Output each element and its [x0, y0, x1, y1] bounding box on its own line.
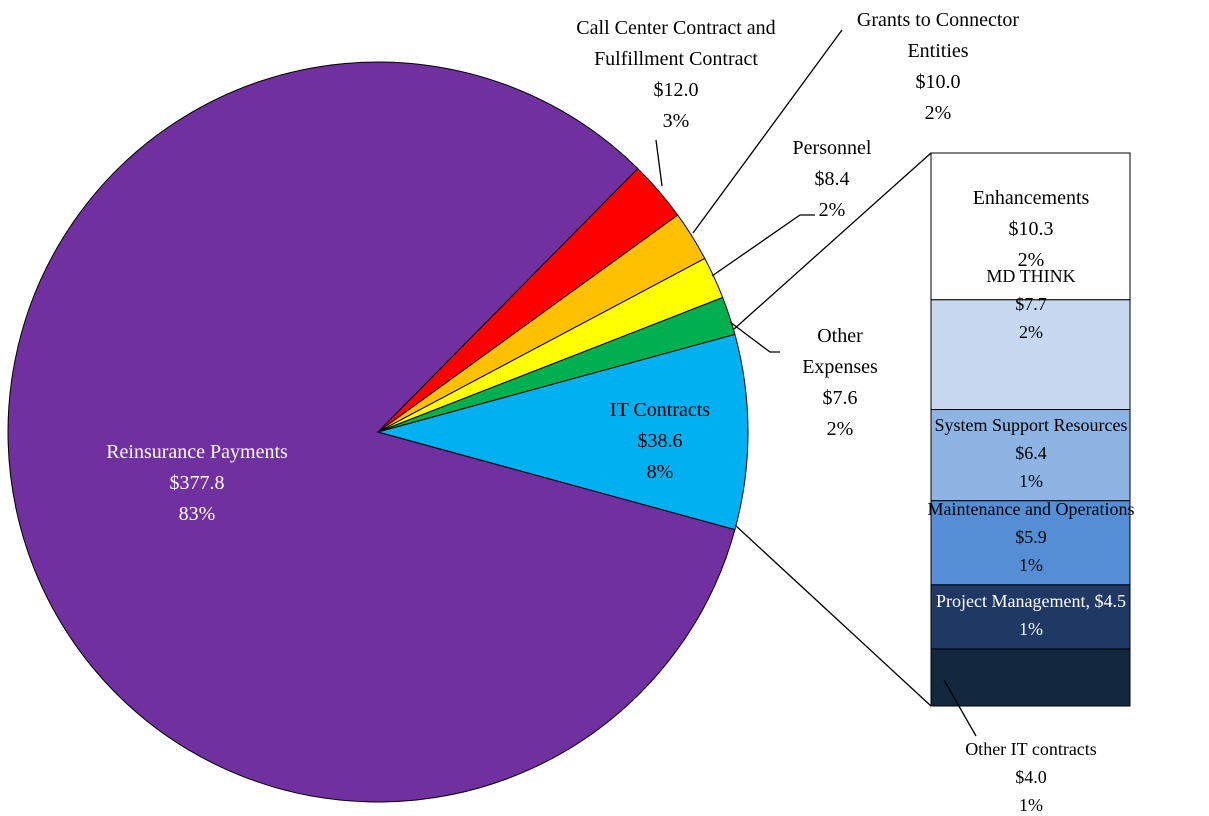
data-label: Other IT contracts $4.0 1%: [931, 735, 1131, 816]
pie: [7, 61, 749, 803]
value-label: $38.6: [637, 430, 683, 452]
category-label: Call Center Contract and Fulfillment Con…: [576, 17, 776, 70]
percent-label: 1%: [1019, 619, 1043, 639]
bar-segment: [930, 584, 1131, 650]
data-label: MD THINK $7.7 2%: [931, 262, 1131, 346]
data-label: Reinsurance Payments $377.8 83%: [37, 437, 357, 530]
pie-slice: [7, 61, 736, 803]
data-label: Maintenance and Operations $5.9 1%: [911, 495, 1151, 579]
category-label: Project Management,: [936, 591, 1090, 611]
percent-label: 2%: [924, 102, 952, 124]
category-label: System Support Resources: [934, 415, 1128, 435]
bar-segment: [930, 500, 1131, 586]
value-label: $8.4: [814, 168, 850, 190]
value-label: $5.9: [1015, 527, 1047, 547]
value-label: $10.0: [915, 71, 961, 93]
percent-label: 2%: [1019, 322, 1043, 342]
bar-segment: [930, 152, 1131, 301]
category-label: Enhancements: [972, 187, 1090, 209]
value-label: $12.0: [653, 79, 699, 101]
percent-label: 2%: [818, 199, 846, 221]
percent-label: 8%: [646, 461, 674, 483]
data-label: Call Center Contract and Fulfillment Con…: [551, 13, 801, 137]
percent-label: 1%: [1019, 795, 1043, 815]
leader-line: [692, 29, 843, 234]
value-label: $7.7: [1015, 294, 1047, 314]
value-label: $7.6: [822, 387, 858, 409]
value-label: $377.8: [169, 472, 225, 494]
bar-segment: [930, 299, 1131, 411]
percent-label: 83%: [178, 503, 216, 525]
value-label: $10.3: [1008, 218, 1054, 240]
data-label: Project Management, $4.5 1%: [911, 587, 1151, 643]
connector-line: [732, 152, 932, 331]
bar-segment: [930, 409, 1131, 502]
data-label: System Support Resources $6.4 1%: [911, 411, 1151, 495]
leader-line: [655, 139, 663, 187]
percent-label: 3%: [662, 110, 690, 132]
data-label: Personnel $8.4 2%: [767, 133, 897, 226]
data-label: Grants to Connector Entities $10.0 2%: [838, 5, 1038, 129]
category-label: Other IT contracts: [965, 739, 1097, 759]
data-label: Other Expenses $7.6 2%: [785, 321, 895, 445]
percent-label: 1%: [1019, 471, 1043, 491]
value-label: $6.4: [1015, 443, 1047, 463]
percent-label: 2%: [826, 418, 854, 440]
percent-label: 1%: [1019, 555, 1043, 575]
category-label: Personnel: [792, 137, 872, 159]
connector-line: [734, 524, 932, 707]
percent-label: 2%: [1017, 249, 1045, 271]
leader-line: [943, 679, 977, 737]
category-label: Grants to Connector Entities: [856, 9, 1020, 62]
data-label: Enhancements $10.3 2%: [931, 183, 1131, 276]
category-label: Maintenance and Operations: [927, 499, 1135, 519]
label-line: Project Management, $4.5: [911, 587, 1151, 615]
bar-segment: [930, 648, 1131, 707]
category-label: IT Contracts: [609, 399, 711, 421]
pie-slice: [376, 333, 749, 531]
category-label: Reinsurance Payments: [106, 441, 288, 463]
value-label: $4.5: [1094, 591, 1126, 611]
leader-lines: [655, 29, 977, 737]
data-label: IT Contracts $38.6 8%: [560, 395, 760, 488]
category-label: Other Expenses: [802, 325, 878, 378]
category-label: MD THINK: [986, 266, 1076, 286]
bar-of-pie: [930, 152, 1131, 707]
leader-line: [711, 214, 815, 277]
leader-line: [729, 321, 780, 353]
value-label: $4.0: [1015, 767, 1047, 787]
